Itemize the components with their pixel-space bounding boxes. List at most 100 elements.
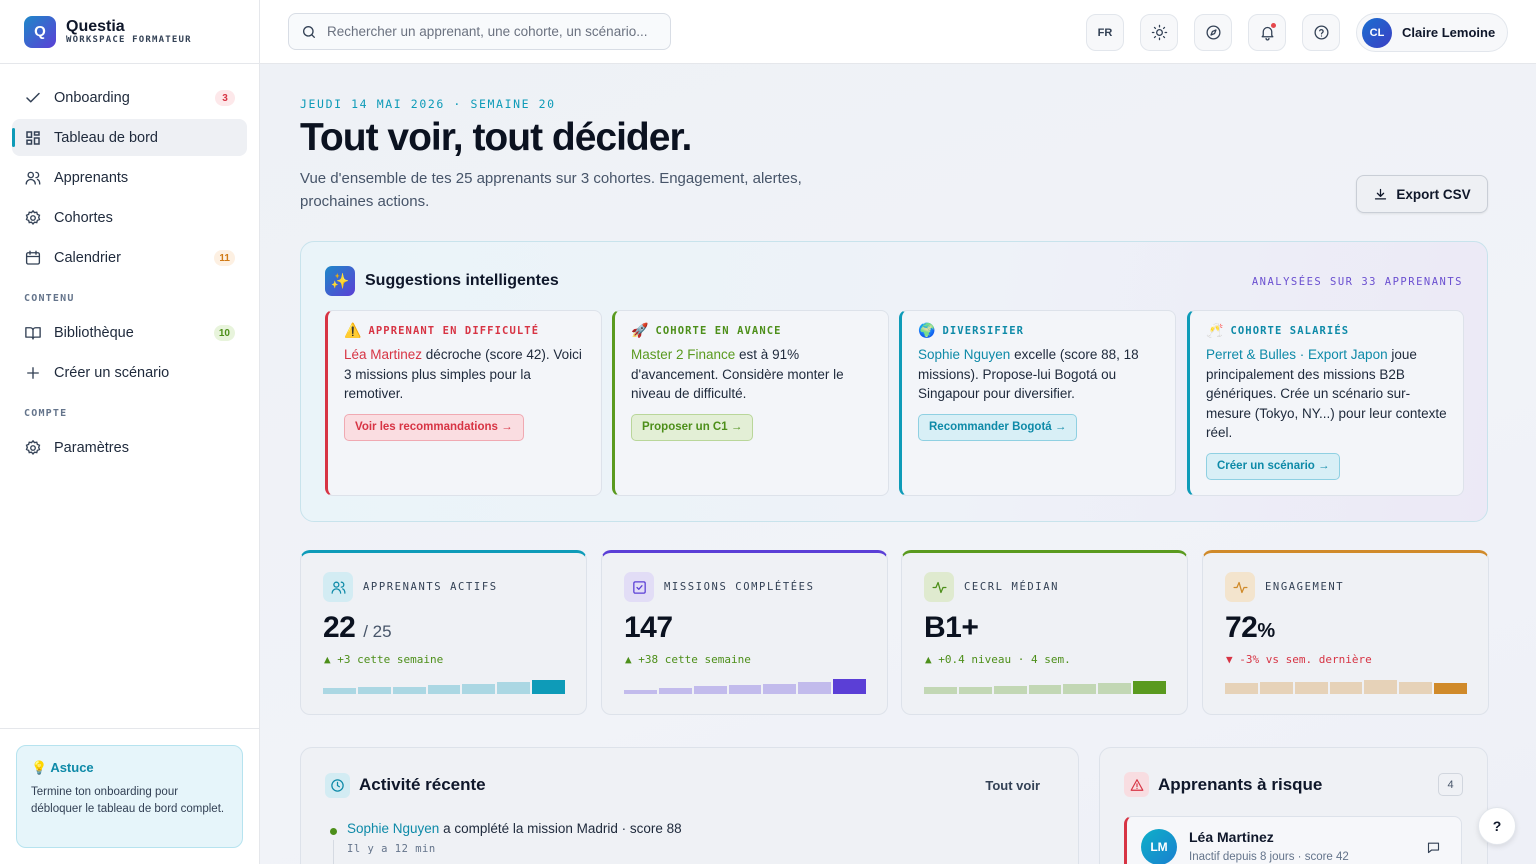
stat-card-cecrl[interactable]: CECRL MÉDIAN B1+ ▲ +0.4 niveau · 4 sem. — [901, 550, 1188, 715]
spark-bar — [1225, 683, 1258, 694]
search-box[interactable] — [288, 13, 671, 50]
see-recommendations-button[interactable]: Voir les recommandations → — [344, 413, 524, 441]
message-icon[interactable] — [1426, 840, 1441, 855]
sidebar-item-onboarding[interactable]: Onboarding 3 — [12, 79, 247, 116]
suggestions-panel: ✨ Suggestions intelligentes ANALYSÉES SU… — [300, 241, 1488, 522]
card-highlight[interactable]: Léa Martinez — [344, 347, 423, 362]
users-icon — [323, 572, 353, 602]
brand[interactable]: Q Questia WORKSPACE FORMATEUR — [0, 0, 259, 64]
floating-help-button[interactable]: ? — [1478, 807, 1516, 845]
sidebar-item-label: Apprenants — [54, 169, 129, 186]
spark-bar — [624, 690, 657, 694]
export-csv-button[interactable]: Export CSV — [1356, 175, 1488, 213]
stat-card-engagement[interactable]: ENGAGEMENT 72% ▼ -3% vs sem. dernière — [1202, 550, 1489, 715]
download-icon — [1375, 188, 1387, 199]
export-label: Export CSV — [1396, 186, 1471, 202]
tip-box: 💡 Astuce Termine ton onboarding pour déb… — [16, 745, 243, 848]
sparkbars — [1225, 678, 1468, 694]
stat-card-missions[interactable]: MISSIONS COMPLÉTÉES 147 ▲ +38 cette sema… — [601, 550, 888, 715]
card-highlight[interactable]: Master 2 Finance — [631, 347, 736, 362]
page-date: JEUDI 14 MAI 2026 · SEMAINE 20 — [300, 97, 556, 111]
sidebar-item-label: Bibliothèque — [54, 324, 134, 341]
sidebar-divider — [0, 728, 259, 729]
user-menu[interactable]: CL Claire Lemoine — [1356, 13, 1508, 52]
sidebar-item-learners[interactable]: Apprenants — [12, 159, 247, 196]
risk-count-badge: 4 — [1438, 773, 1463, 796]
bell-icon — [1261, 26, 1273, 41]
spark-bar — [958, 687, 992, 694]
stat-delta: ▲ +38 cette semaine — [625, 653, 751, 666]
avatar: CL — [1362, 17, 1392, 48]
sidebar-item-calendar[interactable]: Calendrier 11 — [12, 239, 247, 276]
sidebar-item-label: Cohortes — [54, 209, 113, 226]
recent-activity-panel: Activité récente Tout voir Sophie Nguyen… — [300, 747, 1079, 864]
activity-learner-link[interactable]: Sophie Nguyen — [347, 821, 440, 836]
spark-bar — [1133, 681, 1167, 694]
suggestion-card: ⚠️ APPRENANT EN DIFFICULTÉ Léa Martinez d… — [325, 310, 602, 496]
topbar: FR CL Claire Lemoine — [260, 0, 1536, 64]
sidebar-item-create-scenario[interactable]: Créer un scénario — [12, 354, 247, 391]
stat-suffix: % — [1257, 620, 1275, 642]
users-icon — [25, 171, 41, 185]
library-badge: 10 — [213, 325, 235, 341]
spark-bar — [833, 679, 867, 694]
page-title: Tout voir, tout décider. — [300, 116, 692, 159]
sidebar-item-library[interactable]: Bibliothèque 10 — [12, 314, 247, 351]
propose-c1-button[interactable]: Proposer un C1 → — [631, 413, 754, 441]
clock-icon — [325, 773, 350, 798]
sparkbars — [323, 678, 566, 694]
card-highlight[interactable]: Sophie Nguyen — [918, 347, 1011, 362]
explore-button[interactable] — [1194, 14, 1232, 51]
stat-delta: ▲ +0.4 niveau · 4 sem. — [925, 653, 1071, 666]
card-tag: COHORTE EN AVANCE — [655, 325, 782, 337]
stat-number: 22 — [323, 611, 356, 644]
recommend-bogota-button[interactable]: Recommander Bogotá → — [918, 413, 1078, 441]
sidebar-item-dashboard[interactable]: Tableau de bord — [12, 119, 247, 156]
card-highlight[interactable]: Perret & Bulles · Export Japon — [1206, 347, 1388, 362]
sparkles-icon: ✨ — [325, 266, 355, 296]
card-text: excelle (score 88, 18 missions). Propose… — [918, 347, 1139, 402]
suggestions-title: Suggestions intelligentes — [365, 272, 559, 289]
section-account-heading: COMPTE — [24, 408, 68, 419]
compass-icon — [1205, 25, 1221, 40]
card-text: décroche (score 42). Voici 3 missions pl… — [344, 347, 582, 402]
risk-title: Apprenants à risque — [1158, 775, 1323, 794]
sparkbars — [924, 678, 1167, 694]
card-text: est à 91% d'avancement. Considère monter… — [631, 347, 844, 402]
create-scenario-button[interactable]: Créer un scénario → — [1206, 452, 1341, 480]
language-button[interactable]: FR — [1086, 14, 1124, 51]
search-icon — [303, 25, 315, 38]
checkbox-icon — [624, 572, 654, 602]
sidebar-item-cohorts[interactable]: Cohortes — [12, 199, 247, 236]
spark-bar — [1028, 685, 1062, 694]
notification-dot — [1271, 23, 1276, 28]
user-name: Claire Lemoine — [1402, 25, 1496, 40]
risk-learner-card[interactable]: LM Léa Martinez Inactif depuis 8 jours ·… — [1124, 816, 1462, 864]
spark-bar — [462, 684, 496, 694]
activity-text: a complété la mission Madrid · score 88 — [439, 821, 682, 836]
avatar: LM — [1141, 829, 1177, 864]
page-lead: Vue d'ensemble de tes 25 apprenants sur … — [300, 170, 802, 210]
calendar-icon — [25, 250, 41, 265]
sidebar-item-label: Créer un scénario — [54, 364, 170, 381]
stat-delta: ▲ +3 cette semaine — [324, 653, 444, 666]
stat-label: CECRL MÉDIAN — [964, 581, 1060, 593]
warning-icon: ⚠️ — [344, 323, 362, 339]
spark-bar — [993, 686, 1027, 694]
notifications-button[interactable] — [1248, 14, 1286, 51]
brand-logo: Q — [24, 15, 56, 48]
stat-card-active-learners[interactable]: APPRENANTS ACTIFS 22 / 25 ▲ +3 cette sem… — [300, 550, 587, 715]
stat-suffix: / 25 — [363, 622, 392, 641]
suggestions-meta: ANALYSÉES SUR 33 APPRENANTS — [1251, 276, 1463, 288]
spark-bar — [1434, 683, 1468, 694]
stat-delta: ▼ -3% vs sem. dernière — [1226, 653, 1372, 666]
stat-label: ENGAGEMENT — [1265, 581, 1345, 593]
search-input[interactable] — [327, 24, 657, 39]
sidebar-item-settings[interactable]: Paramètres — [12, 429, 247, 466]
rocket-icon: 🚀 — [631, 323, 649, 339]
stat-number: 147 — [624, 611, 673, 644]
theme-toggle-button[interactable] — [1140, 14, 1178, 51]
help-button[interactable] — [1302, 14, 1340, 51]
spark-bar — [728, 685, 762, 694]
see-all-link[interactable]: Tout voir — [985, 778, 1040, 793]
